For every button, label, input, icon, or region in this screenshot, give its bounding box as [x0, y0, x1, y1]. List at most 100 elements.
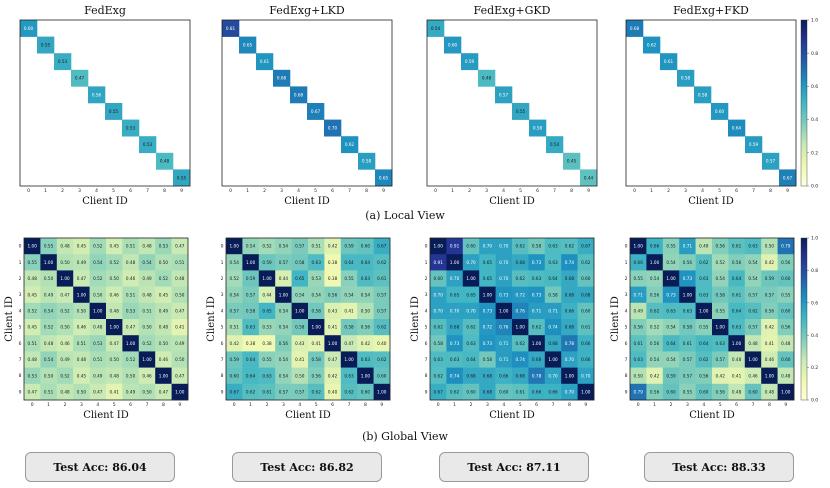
- cell-value-label: 0.55: [716, 309, 726, 314]
- x-tick-label: 1: [650, 188, 653, 194]
- heatmap-cell: [291, 238, 309, 255]
- cell-value-label: 0.41: [765, 341, 775, 346]
- cell-value-label: 0.53: [93, 341, 103, 346]
- heatmap-cell: [777, 351, 795, 368]
- cell-value-label: 0.59: [262, 260, 272, 265]
- cell-value-label: 0.54: [666, 325, 676, 330]
- heatmap-cell: [744, 351, 762, 368]
- cell-value-label: 0.50: [142, 325, 152, 330]
- heatmap-cell: [728, 270, 746, 287]
- x-tick-label: 4: [298, 402, 301, 408]
- heatmap-cell: [630, 238, 647, 255]
- heatmap-cell: [512, 367, 529, 385]
- cell-value-label: 0.38: [262, 341, 272, 346]
- heatmap-cell: [122, 238, 140, 255]
- cell-value-label: 0.59: [246, 276, 256, 281]
- y-tick-label: 8: [19, 373, 22, 379]
- cell-value-label: 1.00: [60, 276, 70, 281]
- cell-value-label: 0.54: [312, 292, 322, 297]
- cell-value-label: 0.72: [516, 292, 526, 297]
- heatmap-cell: [512, 103, 530, 120]
- y-tick-label: 3: [221, 292, 224, 298]
- cell-value-label: 0.53: [28, 373, 38, 378]
- x-tick-label: 3: [684, 188, 687, 194]
- heatmap-cell: [373, 254, 391, 271]
- heatmap-cell: [646, 351, 664, 368]
- heatmap-cell: [24, 302, 41, 320]
- heatmap-cell: [222, 20, 240, 37]
- cell-value-label: 0.67: [581, 244, 591, 249]
- cell-value-label: 0.60: [699, 390, 709, 395]
- cell-value-label: 0.52: [230, 276, 240, 281]
- heatmap-cell: [73, 383, 90, 401]
- heatmap-cell: [155, 319, 172, 336]
- heatmap-cell: [373, 319, 391, 336]
- cell-value-label: 0.54: [279, 244, 289, 249]
- global-heatmap-0: 1.00 0.55 0.48 0.45 0.52 0.45 0.51 0.48 0.53 0.47…: [4, 237, 189, 421]
- cell-value-label: 0.62: [699, 357, 709, 362]
- x-tick-label: 5: [314, 188, 317, 194]
- heatmap-cell: [695, 302, 713, 320]
- local-heatmap-0: 0.60 0.55 0.53 0.47 0.56 0.55 0.53 0.53 0.48 0.55…: [19, 4, 191, 207]
- cell-value-label: 0.54: [246, 244, 256, 249]
- heatmap-cell: [580, 169, 598, 187]
- y-tick-label: 4: [425, 308, 428, 314]
- test-acc-fedexg-fkd: Test Acc: 88.33: [644, 452, 794, 482]
- x-tick-label: 8: [568, 402, 571, 408]
- heatmap-cell: [728, 119, 746, 137]
- heatmap-cell: [171, 319, 189, 336]
- cell-value-label: 0.66: [548, 390, 558, 395]
- cell-value-label: 0.55: [516, 109, 526, 114]
- heatmap-cell: [495, 286, 513, 304]
- x-tick-label: 8: [364, 402, 367, 408]
- cell-value-label: 0.56: [732, 260, 742, 265]
- heatmap-cell: [462, 383, 480, 401]
- cell-value-label: 0.60: [781, 276, 791, 281]
- cell-value-label: 0.58: [716, 292, 726, 297]
- y-tick-label: 9: [221, 389, 224, 395]
- cell-value-label: 1.00: [666, 276, 676, 281]
- local-colorbar: 1.0 0.8 0.6 0.4 0.2 0.0: [800, 18, 818, 190]
- heatmap-cell: [138, 335, 156, 352]
- cell-value-label: 0.63: [666, 309, 676, 314]
- cell-value-label: 1.00: [279, 292, 289, 297]
- cell-value-label: 1.00: [110, 325, 120, 330]
- cell-value-label: 0.62: [466, 325, 476, 330]
- x-tick-label: 3: [686, 402, 689, 408]
- heatmap-cell: [761, 270, 778, 287]
- heatmap-cell: [679, 351, 696, 368]
- y-tick-label: 9: [625, 389, 628, 395]
- heatmap-cell: [275, 302, 292, 320]
- cell-value-label: 0.57: [295, 390, 305, 395]
- heatmap-cell: [357, 319, 374, 336]
- heatmap-cell: [728, 367, 746, 385]
- colorbar-tick-label: 0.2: [811, 365, 818, 371]
- heatmap-cell: [89, 319, 107, 336]
- heatmap-cell: [430, 335, 447, 352]
- cell-value-label: 0.70: [434, 309, 444, 314]
- cell-value-label: 0.61: [581, 325, 591, 330]
- x-tick-label: 0: [31, 402, 34, 408]
- heatmap-cell: [577, 383, 595, 401]
- cell-value-label: 0.42: [361, 341, 371, 346]
- cell-value-label: 0.48: [142, 292, 152, 297]
- heatmap-cell: [712, 238, 729, 255]
- cell-value-label: 0.57: [748, 325, 758, 330]
- x-axis-label: Client ID: [688, 196, 734, 207]
- cell-value-label: 1.00: [246, 260, 256, 265]
- heatmap-cell: [577, 367, 595, 385]
- heatmap-cell: [630, 254, 647, 271]
- cell-value-label: 0.59: [765, 276, 775, 281]
- cell-value-label: 0.51: [44, 390, 54, 395]
- cell-value-label: 0.73: [499, 292, 509, 297]
- x-tick-label: 4: [297, 188, 300, 194]
- y-tick-label: 6: [425, 341, 428, 347]
- cell-value-label: 0.68: [516, 373, 526, 378]
- heatmap-cell: [528, 286, 546, 304]
- heatmap-cell: [242, 351, 260, 368]
- heatmap-cell: [577, 254, 595, 271]
- heatmap-cell: [761, 238, 778, 255]
- heatmap-cell: [373, 270, 391, 287]
- cell-value-label: 0.57: [230, 309, 240, 314]
- heatmap-cell: [122, 270, 140, 287]
